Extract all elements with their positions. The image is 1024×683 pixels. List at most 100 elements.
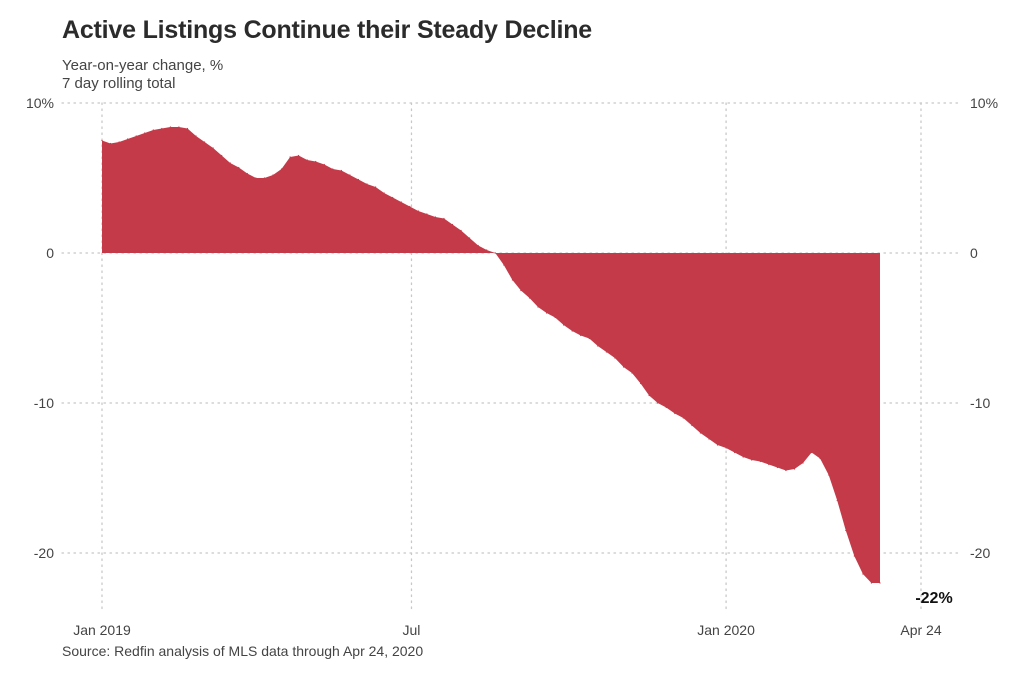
data-point: [511, 279, 513, 281]
data-point: [708, 438, 710, 440]
data-point: [477, 244, 479, 247]
data-point: [716, 444, 719, 446]
data-point: [451, 223, 454, 226]
y-axis-right: 10% 0 -10 -20: [970, 95, 998, 561]
y-axis-left: 10% 0 -10 -20: [26, 95, 54, 561]
data-point: [870, 582, 873, 584]
area-layer: [101, 126, 881, 584]
data-point: [332, 168, 334, 170]
data-point: [648, 394, 650, 397]
data-point: [742, 456, 744, 458]
data-point: [699, 432, 702, 434]
data-point: [631, 372, 633, 374]
data-point: [853, 555, 855, 557]
data-point: [622, 366, 625, 368]
annotations: -22%: [915, 590, 952, 607]
data-point: [246, 172, 248, 175]
x-tick-label: Apr 24: [900, 622, 941, 638]
data-point: [434, 216, 436, 218]
data-point: [255, 177, 257, 179]
data-point: [819, 457, 821, 460]
chart-subtitle-line-2: 7 day rolling total: [62, 75, 176, 92]
data-point: [186, 127, 189, 130]
data-point: [443, 217, 445, 220]
data-point: [306, 159, 308, 161]
data-point: [682, 417, 684, 419]
chart-title: Active Listings Continue their Steady De…: [62, 16, 593, 44]
series-area: [102, 127, 880, 583]
data-point: [785, 469, 787, 472]
y-tick-label-left: -20: [34, 545, 54, 561]
x-tick-label: Jan 2019: [73, 622, 131, 638]
data-point: [759, 460, 761, 463]
y-tick-label-right: -10: [970, 395, 990, 411]
data-point: [802, 462, 804, 464]
data-point: [879, 582, 881, 584]
data-point: [657, 402, 659, 404]
data-point: [169, 126, 171, 128]
data-point: [204, 141, 206, 143]
y-tick-label-left: -10: [34, 395, 54, 411]
data-point: [417, 210, 419, 212]
data-point: [571, 330, 573, 332]
data-point: [298, 154, 300, 157]
data-point: [554, 316, 556, 319]
data-point: [152, 129, 154, 131]
data-point: [674, 412, 676, 415]
data-point: [614, 357, 616, 359]
data-point: [486, 249, 488, 251]
chart-subtitle-line-1: Year-on-year change, %: [62, 57, 224, 74]
data-point: [383, 192, 385, 194]
data-point: [109, 142, 112, 145]
data-point: [494, 252, 496, 254]
data-point: [469, 237, 471, 239]
data-point: [520, 289, 522, 292]
data-point: [503, 264, 505, 266]
data-point: [280, 168, 283, 170]
data-point: [323, 163, 325, 166]
data-point: [776, 466, 779, 469]
data-point: [828, 474, 830, 476]
data-point: [588, 337, 590, 340]
data-point: [229, 162, 231, 164]
data-point: [836, 499, 838, 502]
data-point: [195, 135, 197, 137]
y-tick-label-right: -20: [970, 545, 990, 561]
data-point: [178, 126, 180, 128]
data-point: [793, 468, 796, 470]
data-point: [734, 451, 736, 454]
data-point: [392, 196, 394, 199]
data-point: [768, 463, 770, 466]
data-point: [144, 132, 146, 134]
data-point: [725, 447, 727, 449]
y-tick-label-left: 0: [46, 245, 54, 261]
x-axis: Jan 2019 Jul Jan 2020 Apr 24: [73, 622, 942, 638]
data-point: [563, 324, 565, 326]
data-point: [426, 213, 428, 215]
data-point: [127, 138, 129, 140]
data-point: [605, 351, 608, 353]
chart-source-note: Source: Redfin analysis of MLS data thro…: [62, 643, 424, 659]
data-point: [691, 424, 693, 427]
data-point: [640, 382, 642, 385]
data-point: [135, 135, 137, 137]
data-point: [811, 451, 813, 454]
y-tick-label-left: 10%: [26, 95, 54, 111]
data-point: [315, 160, 317, 163]
data-point: [409, 205, 411, 208]
data-point: [400, 201, 402, 203]
data-point: [161, 127, 163, 130]
data-point: [221, 154, 223, 157]
data-point: [597, 345, 599, 347]
data-point: [537, 306, 539, 308]
data-point: [263, 177, 265, 179]
data-point: [862, 573, 864, 575]
data-point: [349, 174, 351, 176]
data-point: [340, 169, 342, 172]
x-tick-label: Jan 2020: [697, 622, 755, 638]
data-point: [375, 186, 377, 188]
y-tick-label-right: 10%: [970, 95, 998, 111]
data-point: [366, 183, 368, 185]
data-point: [460, 229, 462, 232]
